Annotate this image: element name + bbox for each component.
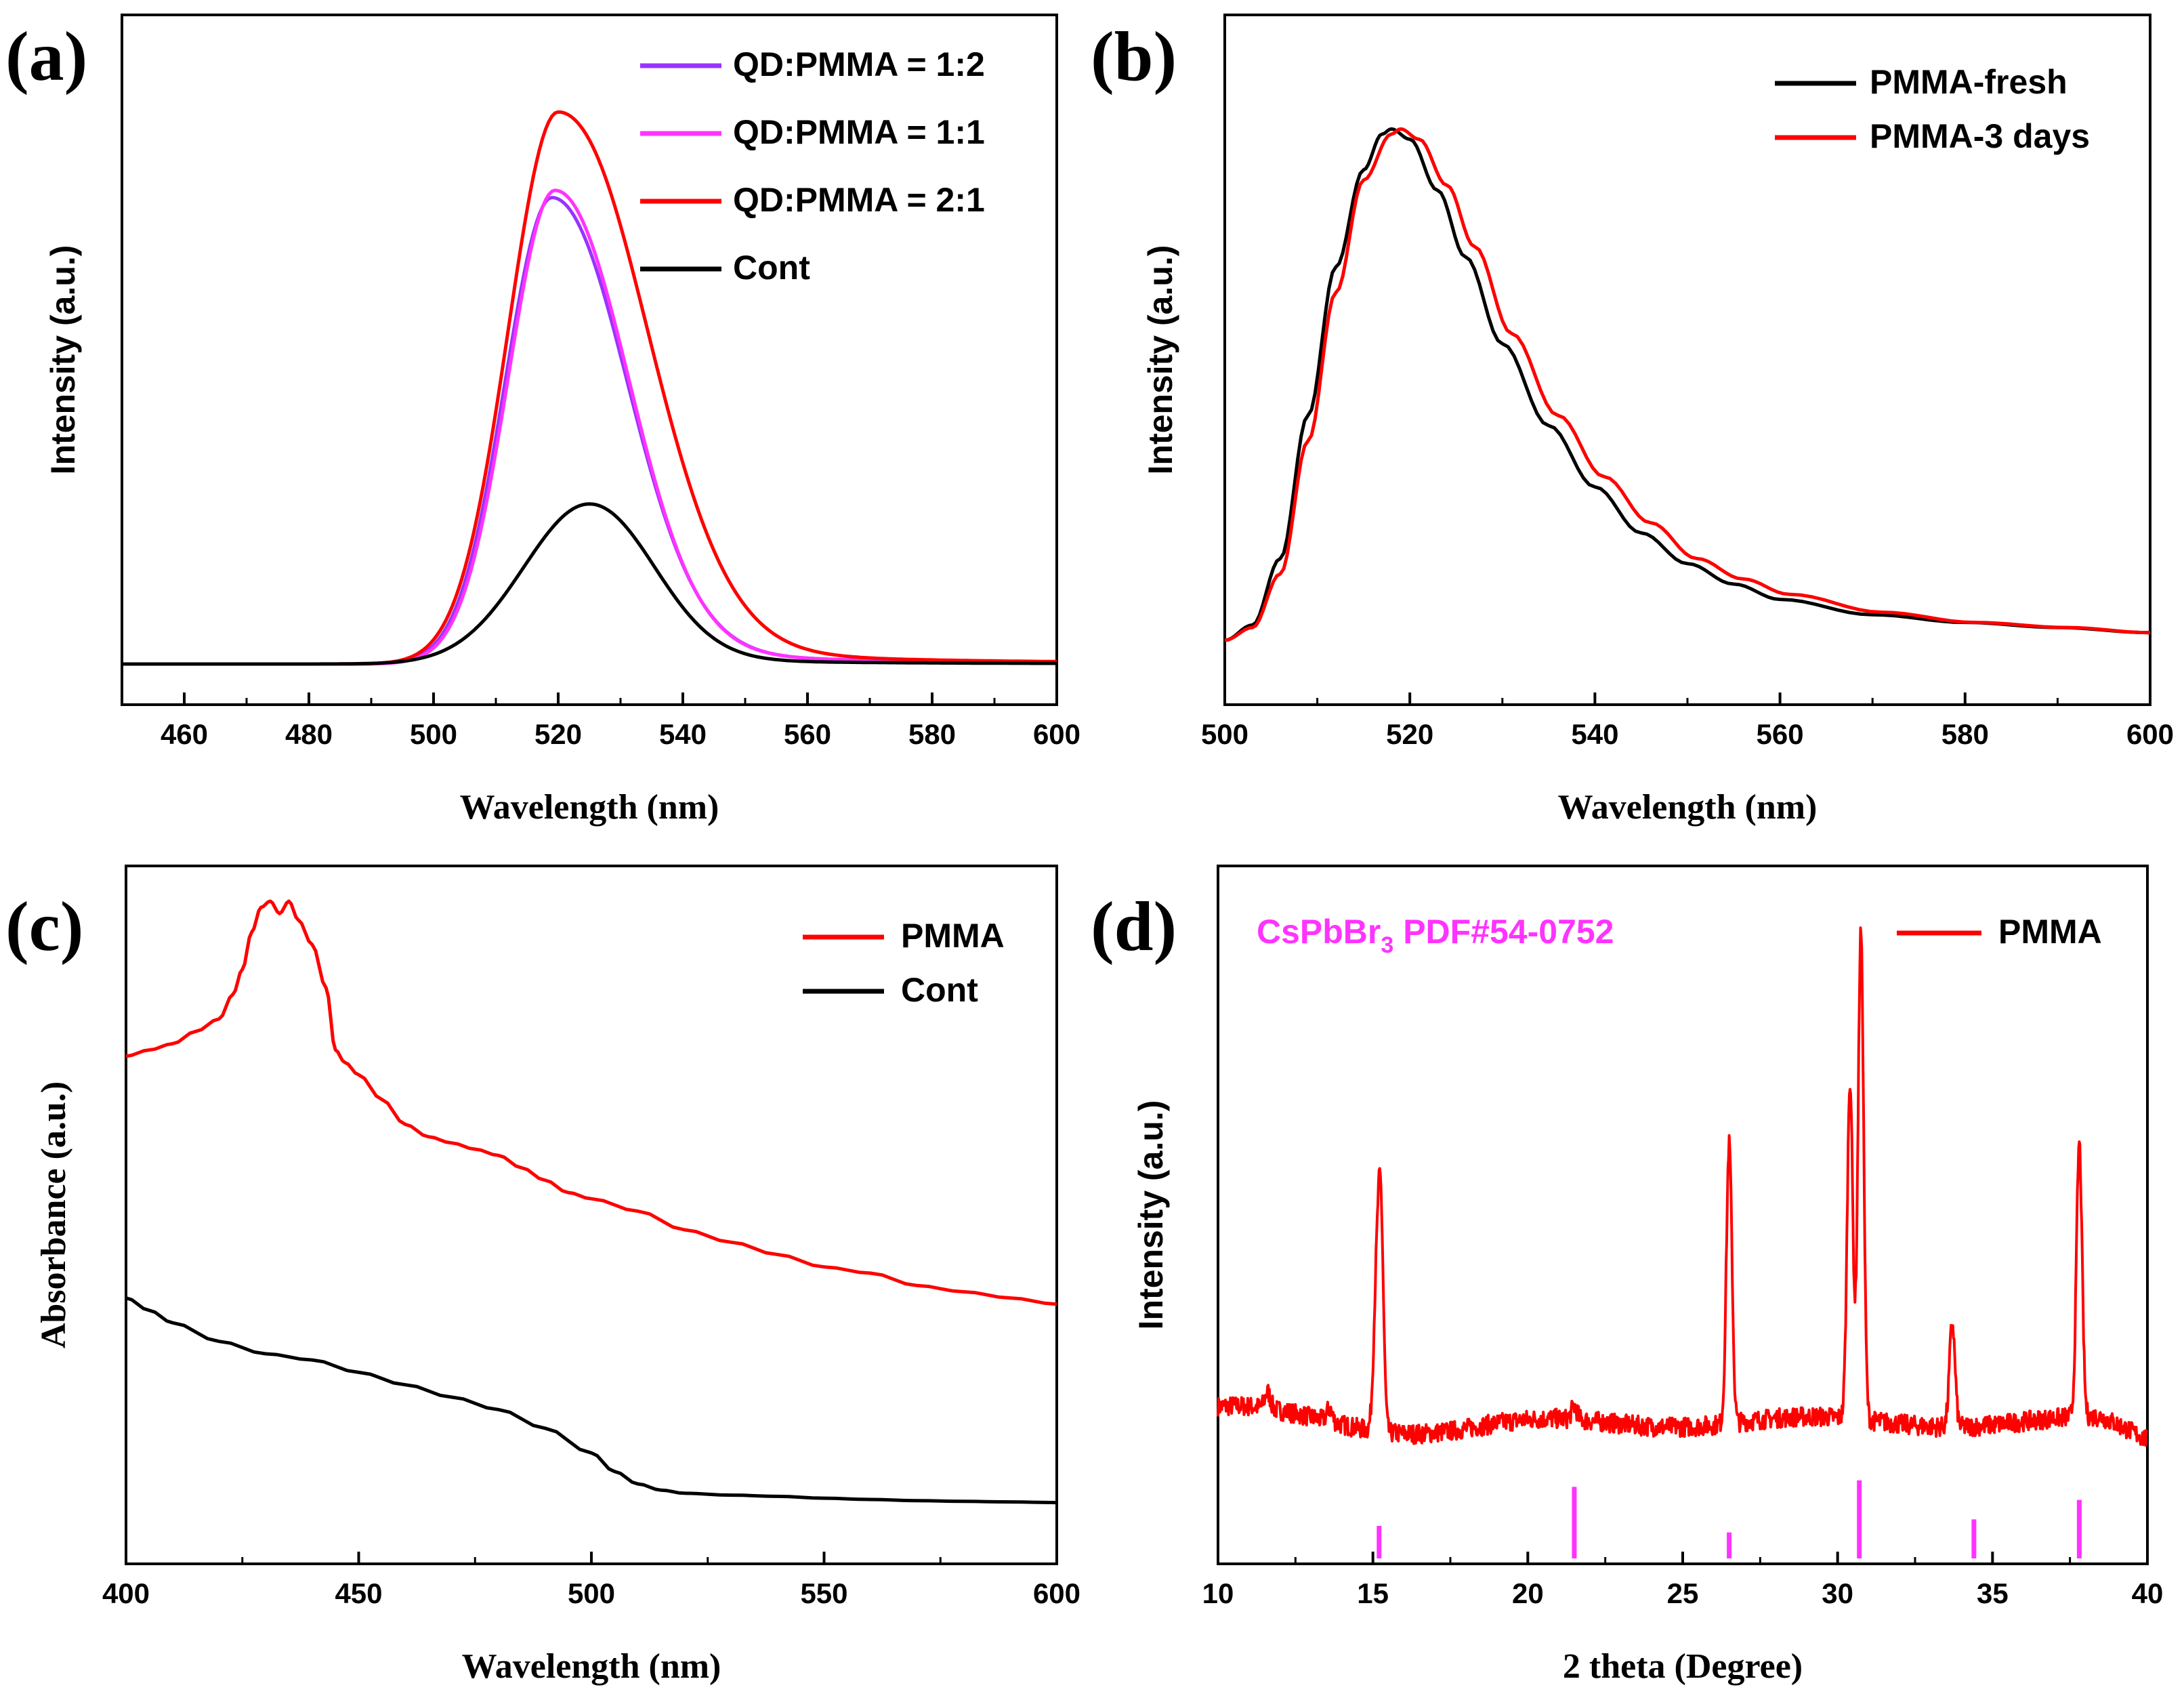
panel-label: (d) — [1091, 888, 1177, 966]
series-line — [122, 188, 1057, 666]
x-tick-label: 580 — [1941, 718, 1989, 750]
series-line — [125, 899, 1057, 1306]
y-axis-title: Intensity (a.u.) — [1132, 1100, 1170, 1330]
x-tick-label: 500 — [1201, 718, 1248, 750]
legend-label: PMMA-fresh — [1870, 63, 2067, 101]
panel-label: (b) — [1091, 18, 1177, 96]
reference-label: CsPbBr3 PDF#54-0752 — [1257, 913, 1614, 958]
plot-frame — [121, 14, 1058, 706]
series-line — [1224, 127, 2151, 642]
chart-panel-b: 500 520 540 560 580 600 Wavelength (nm) Intensi… — [1091, 14, 2174, 827]
x-tick-label: 40 — [2132, 1577, 2164, 1609]
x-axis-title: 2 theta (Degree) — [1563, 1647, 1803, 1686]
panel-label: (c) — [5, 888, 83, 966]
legend-entry: PMMA — [803, 917, 1005, 955]
legend-label: PMMA — [901, 917, 1005, 955]
plot-frame — [1217, 865, 2149, 1565]
legend-entry: Cont — [803, 971, 978, 1009]
x-axis-title: Wavelength (nm) — [460, 788, 719, 827]
x-tick-label: 550 — [800, 1577, 847, 1609]
legend-entry: PMMA — [1897, 913, 2102, 951]
y-axis-title: Intensity (a.u.) — [1141, 245, 1179, 475]
x-tick-label: 15 — [1357, 1577, 1389, 1609]
legend-entry: PMMA-fresh — [1775, 63, 2067, 101]
legend-entry: Cont — [640, 249, 810, 287]
x-tick-label: 520 — [534, 718, 582, 750]
series-line — [125, 1296, 1057, 1505]
y-axis-title: Absorbance (a.u.) — [35, 1081, 73, 1348]
x-tick-label: 35 — [1977, 1577, 2009, 1609]
x-tick-label: 500 — [410, 718, 457, 750]
series-line — [1224, 127, 2151, 642]
legend-entry: QD:PMMA = 1:2 — [640, 45, 985, 83]
legend-label: PMMA — [1998, 913, 2102, 951]
legend-entry: QD:PMMA = 2:1 — [640, 181, 985, 219]
chart-panel-c: 400 450 500 550 600 Wavelength (nm) Absorbance… — [5, 865, 1080, 1686]
x-tick-label: 10 — [1202, 1577, 1234, 1609]
x-tick-label: 600 — [2126, 718, 2174, 750]
x-tick-label: 450 — [335, 1577, 382, 1609]
x-tick-label: 560 — [784, 718, 831, 750]
x-tick-label: 600 — [1033, 1577, 1080, 1609]
series-line — [122, 196, 1057, 666]
x-axis-title: Wavelength (nm) — [1558, 788, 1818, 827]
legend-label: QD:PMMA = 1:2 — [733, 45, 985, 83]
legend-label: Cont — [733, 249, 810, 287]
legend-label: PMMA-3 days — [1870, 117, 2090, 155]
x-tick-label: 600 — [1033, 718, 1080, 750]
x-tick-label: 500 — [568, 1577, 615, 1609]
series-line — [122, 502, 1057, 666]
x-tick-label: 480 — [285, 718, 333, 750]
legend-label: Cont — [901, 971, 978, 1009]
x-axis-title: Wavelength (nm) — [462, 1647, 721, 1686]
x-tick-label: 460 — [161, 718, 208, 750]
x-tick-label: 540 — [659, 718, 707, 750]
x-tick-label: 540 — [1571, 718, 1618, 750]
x-tick-label: 30 — [1822, 1577, 1853, 1609]
chart-panel-a: 460 480 500 520 540 560 580 600 Wavelength (nm) I… — [5, 14, 1080, 827]
legend-entry: PMMA-3 days — [1775, 117, 2090, 155]
legend-label: QD:PMMA = 1:1 — [733, 113, 985, 151]
chart-panel-d: 10 15 20 25 30 35 40 2 theta (Degree) Intensity … — [1091, 865, 2164, 1686]
panel-label: (a) — [5, 18, 87, 96]
x-tick-label: 520 — [1386, 718, 1433, 750]
x-tick-label: 560 — [1757, 718, 1804, 750]
series-line — [1217, 926, 2148, 1447]
legend-label: QD:PMMA = 2:1 — [733, 181, 985, 219]
x-tick-label: 400 — [102, 1577, 150, 1609]
legend-entry: QD:PMMA = 1:1 — [640, 113, 985, 151]
y-axis-title: Intensity (a.u.) — [44, 245, 82, 475]
x-tick-label: 580 — [908, 718, 956, 750]
x-tick-label: 25 — [1667, 1577, 1699, 1609]
x-tick-label: 20 — [1512, 1577, 1544, 1609]
